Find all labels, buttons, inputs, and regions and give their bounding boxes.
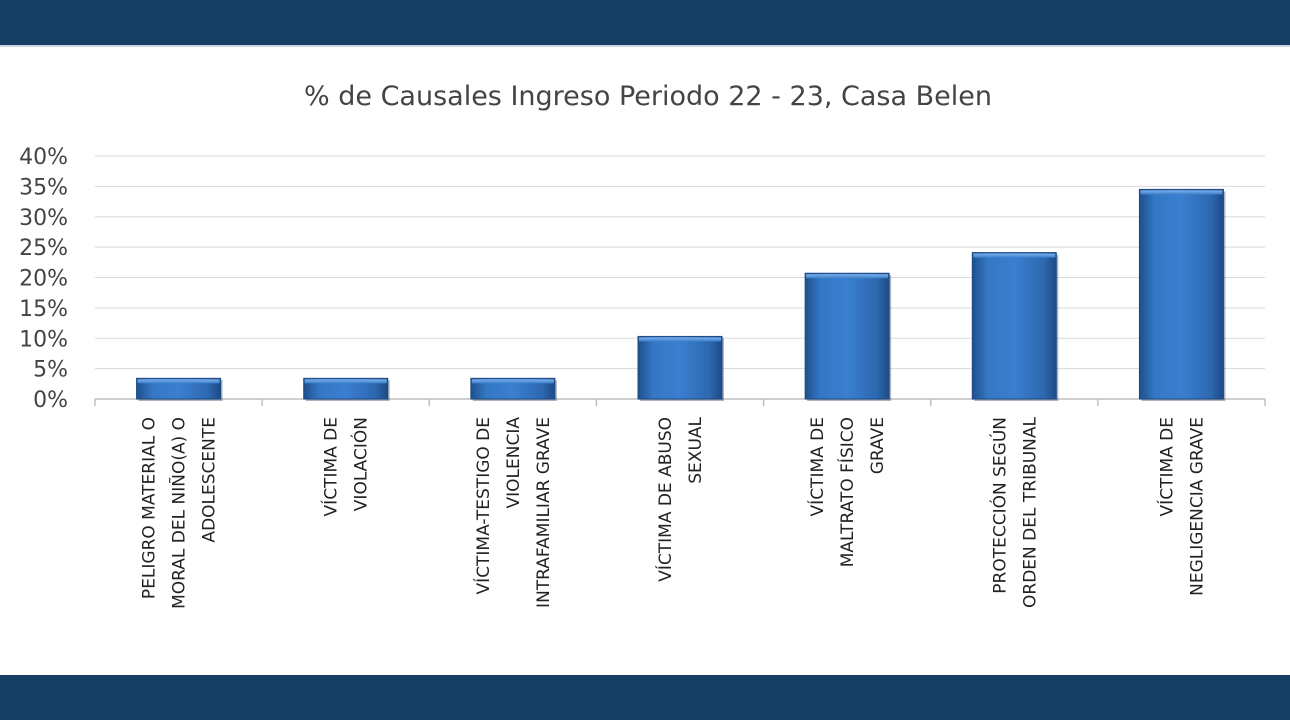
category-labels: PELIGRO MATERIAL O MORAL DEL NIÑO(A) O ADO… — [140, 416, 1208, 608]
bar — [136, 377, 222, 400]
top-banner — [0, 0, 1290, 45]
y-tick-label: 15% — [19, 297, 68, 322]
category-label-line: VÍCTIMA DE — [320, 417, 342, 516]
category-label-line: GRAVE — [868, 417, 888, 474]
bar — [303, 377, 389, 400]
category-label-line: MORAL DEL NIÑO(A) O — [168, 417, 190, 609]
category-label: VÍCTIMA DE VIOLACIÓN — [320, 417, 372, 516]
bar — [470, 377, 556, 400]
banner-divider — [0, 45, 1290, 47]
bar-chart: % de Causales Ingreso Periodo 22 - 23, C… — [19, 81, 1266, 609]
category-label-line: SEXUAL — [686, 416, 706, 483]
y-tick-label: 35% — [19, 175, 68, 200]
chart-title: % de Causales Ingreso Periodo 22 - 23, C… — [304, 81, 992, 112]
y-tick-label: 20% — [19, 267, 68, 292]
category-label-line: VÍCTIMA DE — [806, 417, 828, 516]
bar-highlight — [806, 274, 889, 279]
category-label: PROTECCIÓN SEGÚN ORDEN DEL TRIBUNAL — [988, 416, 1040, 608]
bottom-banner — [0, 675, 1290, 720]
bar-highlight — [1140, 190, 1223, 195]
y-tick-label: 30% — [19, 206, 68, 231]
bar — [971, 252, 1057, 400]
category-label: VÍCTIMA DE MALTRATO FÍSICO GRAVE — [806, 417, 888, 567]
bar — [1138, 188, 1224, 400]
category-label: VÍCTIMA DE ABUSO SEXUAL — [654, 416, 706, 581]
bar — [804, 272, 890, 400]
bars — [136, 188, 1226, 401]
category-label-line: INTRAFAMILIAR GRAVE — [534, 417, 554, 608]
category-label-line: PELIGRO MATERIAL O — [140, 417, 160, 599]
bar — [637, 335, 723, 400]
category-label-line: VIOLACIÓN — [350, 417, 372, 511]
category-label-line: PROTECCIÓN SEGÚN — [988, 417, 1010, 594]
gridlines — [95, 155, 1265, 370]
category-label-line: MALTRATO FÍSICO — [836, 417, 858, 567]
category-label-line: VIOLENCIA — [504, 417, 524, 509]
y-tick-label: 5% — [33, 358, 68, 383]
category-label-line: ADOLESCENTE — [200, 417, 220, 543]
y-tick-label: 10% — [19, 327, 68, 352]
bar-highlight — [304, 379, 387, 384]
bar-highlight — [471, 379, 554, 384]
y-tick-label: 40% — [19, 145, 68, 170]
category-label-line: VÍCTIMA DE — [1155, 417, 1177, 516]
category-label-line: VÍCTIMA-TESTIGO DE — [472, 417, 494, 595]
category-label: VÍCTIMA DE NEGLIGENCIA GRAVE — [1155, 417, 1207, 596]
category-label: VÍCTIMA-TESTIGO DE VIOLENCIA INTRAFAMILIAR… — [472, 417, 554, 608]
y-tick-label: 25% — [19, 236, 68, 261]
category-label: PELIGRO MATERIAL O MORAL DEL NIÑO(A) O ADO… — [140, 417, 220, 609]
category-label-line: NEGLIGENCIA GRAVE — [1187, 417, 1207, 596]
category-label-line: ORDEN DEL TRIBUNAL — [1020, 416, 1040, 608]
bar-highlight — [639, 337, 721, 342]
y-tick-label: 0% — [33, 388, 68, 413]
category-label-line: VÍCTIMA DE ABUSO — [654, 417, 676, 582]
bar-highlight — [973, 253, 1056, 258]
bar-highlight — [137, 379, 220, 384]
